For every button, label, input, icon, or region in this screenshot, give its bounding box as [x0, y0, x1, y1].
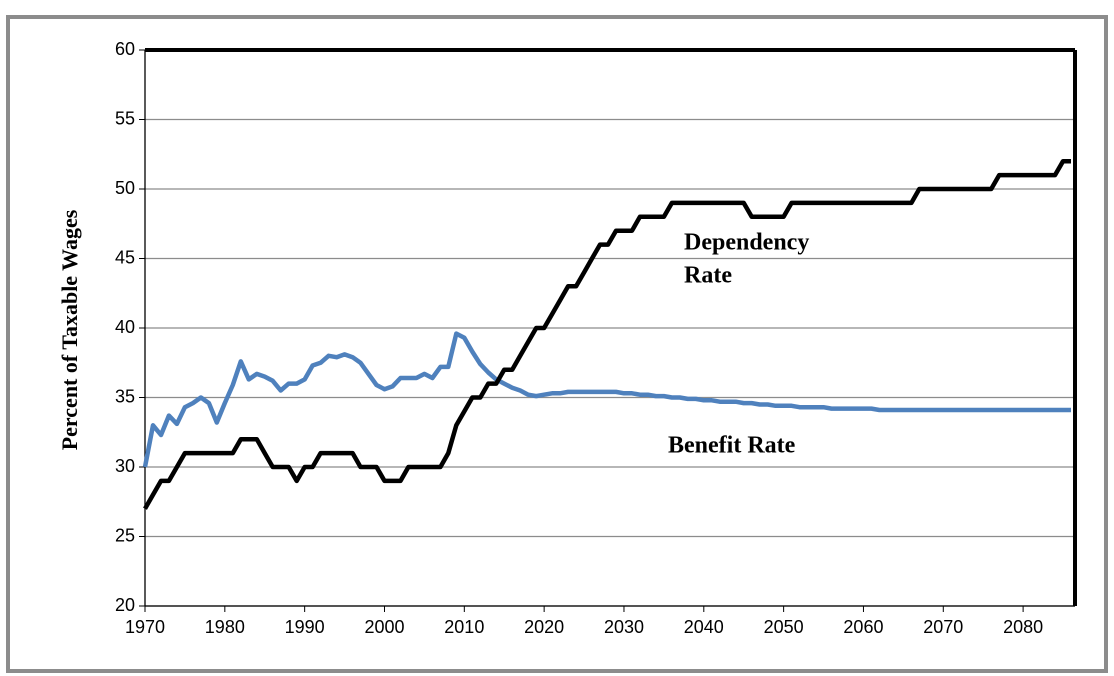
x-tick-label: 2040 [684, 617, 724, 637]
y-tick-label: 35 [115, 386, 135, 406]
y-tick-label: 20 [115, 595, 135, 615]
x-tick-label: 2010 [444, 617, 484, 637]
series-line [143, 158, 1071, 510]
series-line [142, 331, 1071, 468]
y-tick-label: 50 [115, 178, 135, 198]
x-tick-label: 2060 [843, 617, 883, 637]
y-tick-label: 60 [115, 39, 135, 59]
x-tick-label: 1970 [125, 617, 165, 637]
x-tick-label: 2000 [364, 617, 404, 637]
annotation: Dependency [684, 230, 809, 256]
annotation: Rate [684, 263, 732, 289]
y-tick-label: 55 [115, 108, 135, 128]
x-tick-label: 1990 [285, 617, 325, 637]
frame [6, 15, 1108, 673]
y-tick-label: 45 [115, 247, 135, 267]
x-tick-label: 2020 [524, 617, 564, 637]
x-tick-label: 1980 [205, 617, 245, 637]
x-tick-label: 2070 [923, 617, 963, 637]
y-tick-label: 25 [115, 525, 135, 545]
y-tick-label: 40 [115, 317, 135, 337]
y-tick-label: 30 [115, 456, 135, 476]
y-axis-label: Percent of Taxable Wages [57, 209, 82, 450]
x-tick-label: 2030 [604, 617, 644, 637]
x-tick-label: 2080 [1003, 617, 1043, 637]
annotation: Benefit Rate [668, 433, 796, 459]
x-tick-label: 2050 [764, 617, 804, 637]
